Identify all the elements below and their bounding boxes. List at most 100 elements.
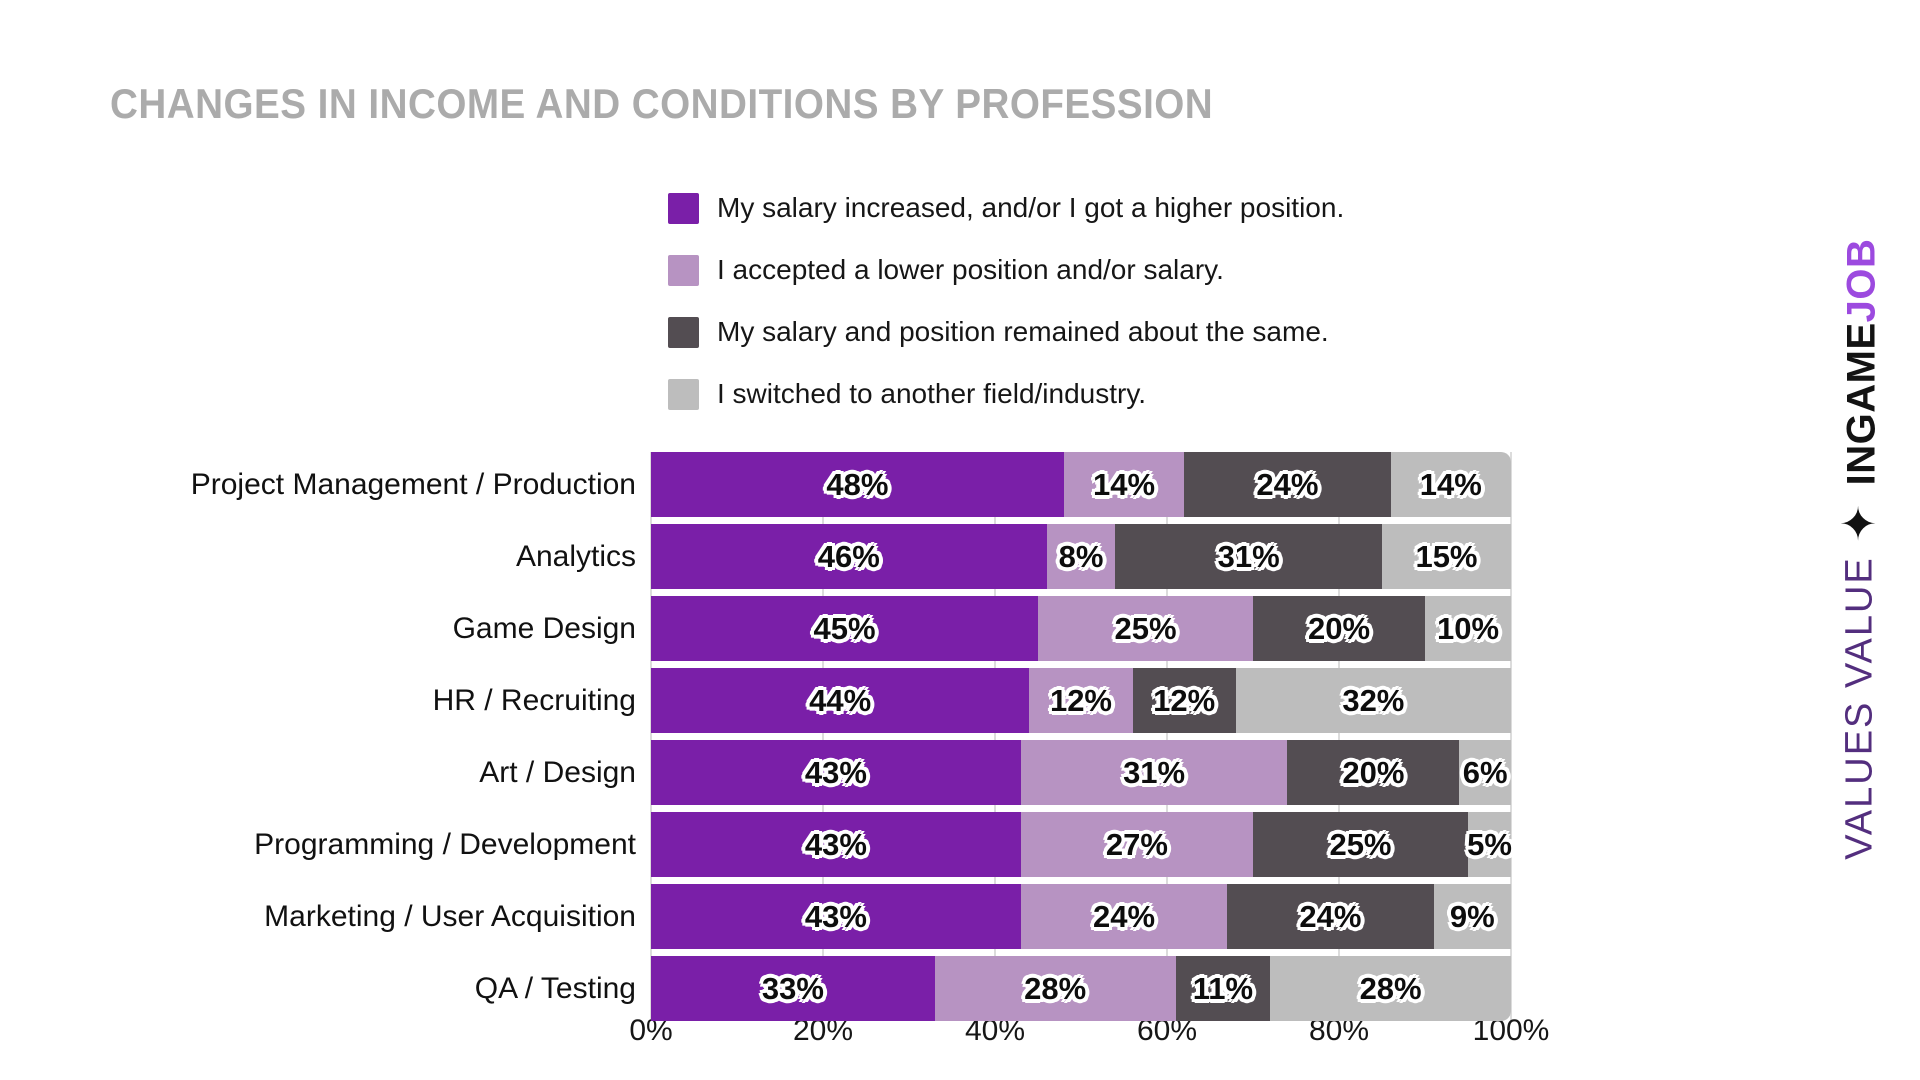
legend-item: I switched to another field/industry. <box>668 378 1344 410</box>
segment-value-label: 45% <box>813 610 876 646</box>
chart-row: HR / Recruiting 44% 12% 12% 32% <box>0 668 1920 733</box>
segment-value-label: 12% <box>1049 682 1112 718</box>
segment-value-label: 31% <box>1217 538 1280 574</box>
bar-segment: 43% <box>651 884 1021 949</box>
category-label: Project Management / Production <box>190 468 636 501</box>
segment-value-label: 28% <box>1024 970 1087 1006</box>
bar-segment: 28% <box>934 956 1176 1021</box>
bar-segment: 12% <box>1029 668 1133 733</box>
category-label: Art / Design <box>479 756 636 789</box>
segment-value-label: 10% <box>1436 610 1500 646</box>
bar-segment: 12% <box>1132 668 1236 733</box>
bar-segment: 25% <box>1038 596 1253 661</box>
bar-segment: 25% <box>1252 812 1468 877</box>
bar-segment: 9% <box>1433 884 1511 949</box>
chart-row: Game Design 45% 25% 20% 10% <box>0 596 1920 661</box>
segment-value-label: 5% <box>1467 826 1512 862</box>
segment-value-label: 27% <box>1105 826 1168 862</box>
legend-swatch <box>668 378 699 410</box>
bar-segment: 31% <box>1020 740 1288 805</box>
category-label: Programming / Development <box>254 828 636 861</box>
segment-value-label: 25% <box>1329 826 1392 862</box>
segment-value-label: 31% <box>1123 754 1186 790</box>
segment-value-label: 32% <box>1342 682 1405 718</box>
stacked-bar: 48% 14% 24% 14% <box>651 452 1511 517</box>
segment-value-label: 20% <box>1342 754 1405 790</box>
bar-segment: 14% <box>1063 452 1185 517</box>
gridline <box>994 452 996 1021</box>
segment-value-label: 46% <box>817 538 880 574</box>
chart-row: Programming / Development 43% 27% 25% 5% <box>0 812 1920 877</box>
bar-segment: 45% <box>651 596 1038 661</box>
stacked-bar: 44% 12% 12% 32% <box>651 668 1511 733</box>
gridline <box>1338 452 1340 1021</box>
chart-title: CHANGES IN INCOME AND CONDITIONS BY PROF… <box>110 80 1214 127</box>
bar-segment: 27% <box>1020 812 1253 877</box>
segment-value-label: 14% <box>1092 466 1156 502</box>
legend-item: My salary increased, and/or I got a high… <box>668 192 1344 224</box>
gridline <box>1510 452 1512 1021</box>
segment-value-label: 9% <box>1449 898 1495 934</box>
segment-value-label: 43% <box>804 898 867 934</box>
legend-label: I switched to another field/industry. <box>717 378 1147 409</box>
segment-value-label: 24% <box>1256 466 1319 502</box>
bar-segment: 32% <box>1235 668 1511 733</box>
chart-row: Art / Design 43% 31% 20% 6% <box>0 740 1920 805</box>
chart-row: Analytics 46% 8% 31% 15% <box>0 524 1920 589</box>
chart-row: QA / Testing 33% 28% 11% 28% <box>0 956 1920 1021</box>
stacked-bar: 43% 31% 20% 6% <box>651 740 1511 805</box>
gridlines <box>650 452 1512 1021</box>
segment-value-label: 12% <box>1153 682 1216 718</box>
bar-segment: 24% <box>1227 884 1434 949</box>
bar-segment: 8% <box>1046 524 1116 589</box>
segment-value-label: 20% <box>1307 610 1371 646</box>
segment-value-label: 25% <box>1114 610 1177 646</box>
stacked-bar: 45% 25% 20% 10% <box>651 596 1511 661</box>
category-label: QA / Testing <box>474 972 636 1005</box>
segment-value-label: 11% <box>1192 970 1254 1006</box>
stacked-bar: 46% 8% 31% 15% <box>651 524 1511 589</box>
legend-label: My salary and position remained about th… <box>717 316 1329 347</box>
segment-value-label: 14% <box>1419 466 1482 502</box>
segment-value-label: 8% <box>1058 538 1104 574</box>
bar-segment: 28% <box>1270 956 1511 1021</box>
bar-segment: 46% <box>651 524 1047 589</box>
bar-segment: 6% <box>1459 740 1511 805</box>
bar-segment: 14% <box>1390 452 1511 517</box>
category-label: HR / Recruiting <box>432 684 636 717</box>
stacked-bar: 43% 24% 24% 9% <box>651 884 1511 949</box>
legend-swatch <box>668 316 699 348</box>
bar-segment: 15% <box>1381 524 1511 589</box>
bar-segment: 43% <box>651 812 1021 877</box>
gridline <box>650 452 652 1021</box>
bar-segment: 20% <box>1287 740 1460 805</box>
stacked-bar: 33% 28% 11% 28% <box>651 956 1511 1021</box>
segment-value-label: 6% <box>1462 754 1508 790</box>
brand-job-text: JOB <box>1839 238 1884 323</box>
segment-value-label: 44% <box>809 682 872 718</box>
sparkle-icon: ✦ <box>1838 498 1878 550</box>
bar-segment: 5% <box>1467 812 1512 877</box>
gridline <box>822 452 824 1021</box>
segment-value-label: 24% <box>1299 898 1362 934</box>
legend-swatch <box>668 254 699 286</box>
segment-value-label: 48% <box>826 466 889 502</box>
legend: My salary increased, and/or I got a high… <box>668 192 1344 410</box>
legend-label: I accepted a lower position and/or salar… <box>717 254 1224 285</box>
segment-value-label: 43% <box>804 826 867 862</box>
segment-value-label: 24% <box>1092 898 1156 934</box>
legend-label: My salary increased, and/or I got a high… <box>717 192 1345 223</box>
bar-segment: 31% <box>1115 524 1382 589</box>
legend-item: My salary and position remained about th… <box>668 316 1344 348</box>
category-label: Game Design <box>452 612 636 645</box>
stacked-bar: 43% 27% 25% 5% <box>651 812 1512 877</box>
bar-segment: 24% <box>1184 452 1391 517</box>
chart-row: Marketing / User Acquisition 43% 24% 24% 9% <box>0 884 1920 949</box>
bar-segment: 33% <box>651 956 935 1021</box>
bar-segment: 20% <box>1253 596 1425 661</box>
brand-ingamejob: INGAMEJOB <box>1840 239 1885 486</box>
bar-segment: 48% <box>651 452 1064 517</box>
category-label: Analytics <box>515 540 636 573</box>
chart-rows: Project Management / Production 48% 14% 24%… <box>0 452 1920 1028</box>
